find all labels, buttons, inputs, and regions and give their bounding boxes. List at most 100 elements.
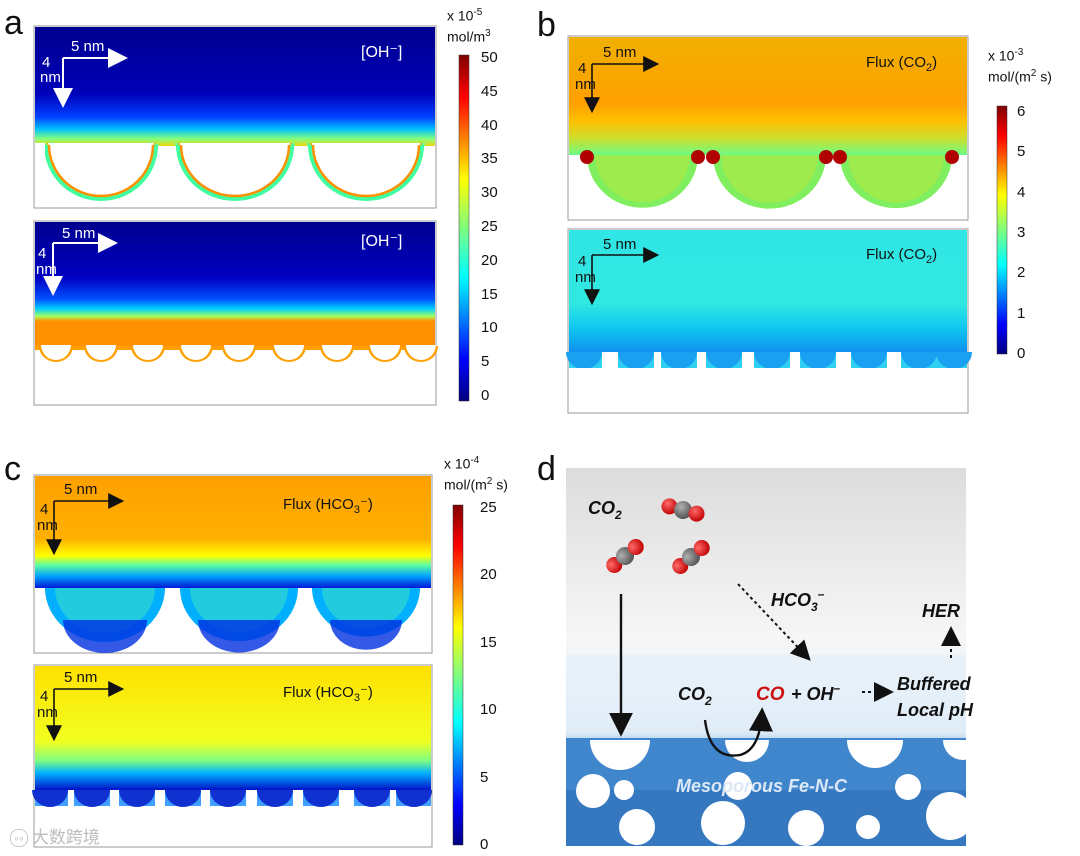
d-buffered-label: Buffered [897,674,972,694]
d-oh-label: + OH– [791,681,841,704]
colorbar-tick-label: 25 [481,218,498,235]
watermark: ◦◦ 大数跨境 [10,823,100,848]
conversion-curved-arrow [703,707,773,757]
panel-b-bottom-scale-y-4: 4 [578,253,586,270]
colorbar-c [452,504,464,846]
pore [754,352,790,369]
panel-c-bottom-scale-y-4: 4 [40,688,48,705]
colorbar-a [458,54,470,402]
colorbar-tick-label: 1 [1017,304,1026,322]
pore [165,790,201,807]
pore [943,740,983,760]
pore [354,790,390,807]
panel-a-bottom-scale-y-nm: nm [36,261,57,278]
panel-b-bottom-scale-y-nm: nm [575,269,596,286]
colorbar-tick-label: 0 [1017,345,1026,362]
d-mesoporous-label: Mesoporous Fe-N-C [676,776,848,796]
panel-a-bottom-pores [35,345,438,362]
colorbar-tick-label: 45 [481,82,498,100]
panel-a-bottom-scale-x: 5 nm [62,225,95,242]
colorbar-tick-label: 2 [1017,264,1026,282]
pore [576,774,610,808]
colorbar-tick-label: 15 [481,285,498,303]
pore [851,352,887,369]
co2-molecule [606,539,644,573]
panel-c-top-scale-y-nm: nm [37,517,58,534]
colorbar-tick-label: 20 [481,251,498,269]
panel-a-top-label: [OH⁻] [361,44,402,61]
panel-c-top-scale-y-4: 4 [40,501,48,518]
pore [788,810,824,846]
panel-b-top-scale [584,56,660,114]
pore [590,740,650,770]
panel-c-top-pores [35,588,431,653]
colorbar-c-unit: x 10-4 mol/(m2 s) [444,455,508,493]
colorbar-a-unit: x 10-5 mol/m3 [447,7,491,45]
pore [618,352,654,369]
pore [619,809,655,845]
panel-b-bottom-scale-x: 5 nm [603,236,636,253]
colorbar-tick-label: 0 [481,387,490,404]
panel-a-top-scale-y-4: 4 [42,54,50,71]
panel-b-top-label: Flux (CO2) [866,54,937,74]
pore [706,352,742,369]
colorbar-tick-label: 0 [480,836,489,853]
panel-a-bottom-label: [OH⁻] [361,233,402,250]
d-local-ph-label: Local pH [897,700,974,720]
panel-letter-c: c [4,450,21,488]
pore [661,352,697,369]
panel-b-bottom-scale [584,247,660,306]
colorbar-tick-label: 15 [480,633,497,651]
panel-b-bottom-pores [566,352,972,370]
panel-b-top-scale-x: 5 nm [603,44,636,61]
panel-a-bottom-scale-y-4: 4 [38,245,46,262]
pore [895,774,921,800]
colorbar-tick-label: 50 [481,49,498,66]
colorbar-tick-label: 4 [1017,183,1026,201]
colorbar-tick-label: 40 [481,116,498,134]
d-her-label: HER [922,601,960,621]
colorbar-tick-label: 30 [481,184,498,202]
pore [396,790,432,807]
colorbar-tick-label: 20 [480,566,497,584]
panel-c-bottom-label: Flux (HCO3⁻) [283,684,373,704]
watermark-logo-icon: ◦◦ [10,829,28,847]
hco3-arrow [737,583,811,661]
panel-c-bottom-scale [46,681,125,742]
panel-a-bottom-scale [43,233,118,296]
pore [303,790,339,807]
colorbar-tick-label: 3 [1017,224,1026,241]
panel-letter-b: b [537,6,556,44]
colorbar-b [996,105,1008,355]
colorbar-tick-label: 10 [480,701,497,719]
panel-d-pores [576,740,983,846]
panel-c-bottom-plot [33,664,433,848]
colorbar-tick-label: 5 [481,353,490,371]
co2-molecule [672,540,710,574]
colorbar-tick-label: 5 [1017,143,1026,161]
panel-b-bottom-label: Flux (CO2) [866,246,937,266]
pore [701,801,745,845]
co2-molecule [661,498,705,522]
colorbar-tick-label: 10 [481,319,498,337]
pore [936,352,972,369]
pore [210,790,246,807]
panel-a-top-plot [33,25,437,209]
d-co2-reactant-label: CO2 [678,684,712,708]
colorbar-tick-label: 35 [481,150,498,168]
panel-b-top-scale-y-4: 4 [578,60,586,77]
pore [847,740,903,768]
pore [119,790,155,807]
pore [800,352,836,369]
colorbar-tick-label: 5 [480,768,489,786]
pore [566,352,602,369]
pore [614,780,634,800]
d-co2-label: CO2 [588,498,622,522]
pore [856,815,880,839]
pore [74,790,110,807]
d-hco3-label: HCO3– [771,587,825,614]
panel-letter-a: a [4,4,23,42]
pore [926,792,974,840]
panel-letter-d: d [537,450,556,488]
